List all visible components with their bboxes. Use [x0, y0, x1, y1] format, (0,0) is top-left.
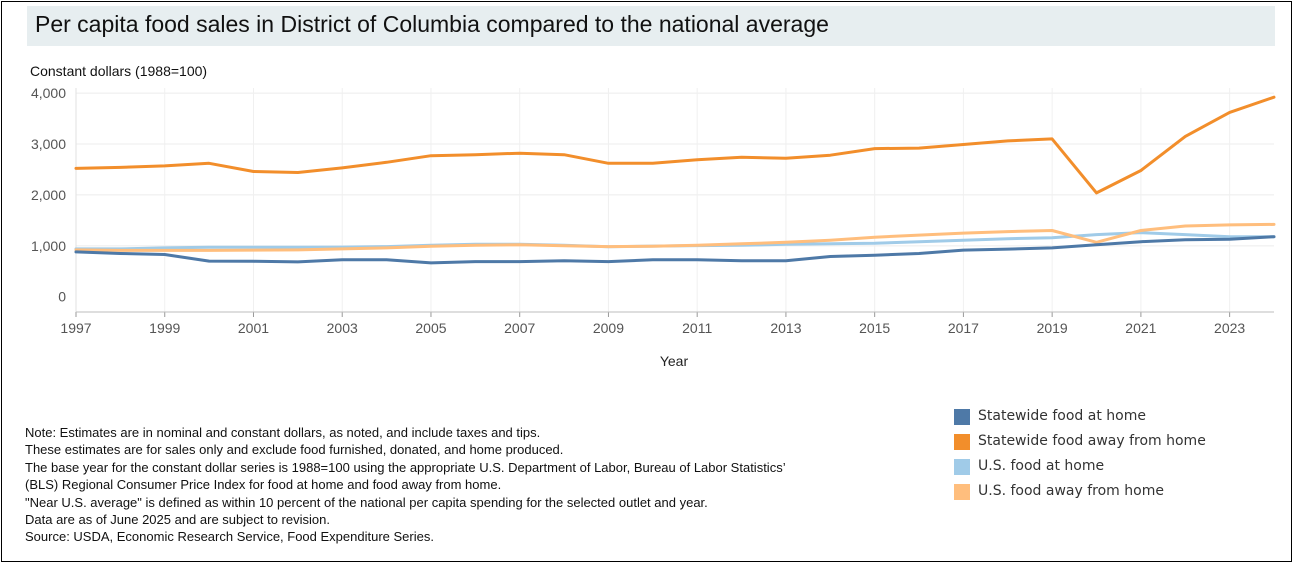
- series-line-statewide-food-at-home[interactable]: [74, 235, 1276, 265]
- x-tick-label: 2001: [238, 320, 269, 336]
- x-tick-label: 2021: [1125, 320, 1156, 336]
- x-tick-label: 2019: [1037, 320, 1068, 336]
- x-tick-label: 2003: [327, 320, 358, 336]
- x-tick-label: 2013: [770, 320, 801, 336]
- y-axis-unit-label: Constant dollars (1988=100): [30, 63, 208, 79]
- y-tick-label: 1,000: [31, 238, 66, 254]
- x-tick-label: 2007: [504, 320, 535, 336]
- x-tick-label: 1997: [60, 320, 91, 336]
- legend-label: Statewide food away from home: [978, 433, 1206, 449]
- note-line: These estimates are for sales only and e…: [25, 442, 564, 458]
- title-bar: Per capita food sales in District of Col…: [27, 6, 1275, 46]
- legend-swatch: [954, 409, 970, 425]
- x-axis-title: Year: [660, 353, 689, 369]
- notes-block: Note: Estimates are in nominal and const…: [25, 424, 925, 546]
- x-tick-label: 2023: [1214, 320, 1245, 336]
- legend-label: U.S. food at home: [978, 458, 1105, 474]
- note-line: (BLS) Regional Consumer Price Index for …: [25, 477, 502, 493]
- series-line-statewide-food-away-from-home[interactable]: [74, 95, 1276, 195]
- legend-label: Statewide food at home: [978, 408, 1146, 424]
- legend-swatch: [954, 484, 970, 500]
- y-axis: 0 1,000 2,000 3,000 4,000: [31, 85, 77, 312]
- x-axis: 1997 1999 2001 2003 2005 2007 2009 2011 2013 2015…: [60, 311, 1274, 336]
- note-line: Source: USDA, Economic Research Service,…: [25, 529, 434, 545]
- series-line-u-s-food-away-from-home[interactable]: [74, 222, 1276, 252]
- series-lines: [74, 95, 1276, 265]
- note-line: Data are as of June 2025 and are subject…: [25, 512, 330, 528]
- legend-swatch: [954, 434, 970, 450]
- legend-swatch: [954, 459, 970, 475]
- note-line: The base year for the constant dollar se…: [25, 459, 786, 475]
- y-tick-label: 0: [58, 289, 66, 305]
- y-tick-label: 3,000: [31, 136, 66, 152]
- y-tick-label: 4,000: [31, 85, 66, 101]
- x-tick-label: 2005: [415, 320, 446, 336]
- x-tick-label: 2009: [593, 320, 624, 336]
- gridlines: [75, 88, 1274, 312]
- note-line: Note: Estimates are in nominal and const…: [25, 425, 541, 440]
- chart-title: Per capita food sales in District of Col…: [35, 11, 829, 37]
- x-tick-label: 2017: [948, 320, 979, 336]
- x-tick-label: 1999: [149, 320, 180, 336]
- note-line: "Near U.S. average" is defined as within…: [25, 494, 708, 510]
- x-tick-label: 2011: [682, 320, 712, 336]
- x-tick-label: 2015: [859, 320, 890, 336]
- y-tick-label: 2,000: [31, 187, 66, 203]
- legend-label: U.S. food away from home: [978, 483, 1164, 499]
